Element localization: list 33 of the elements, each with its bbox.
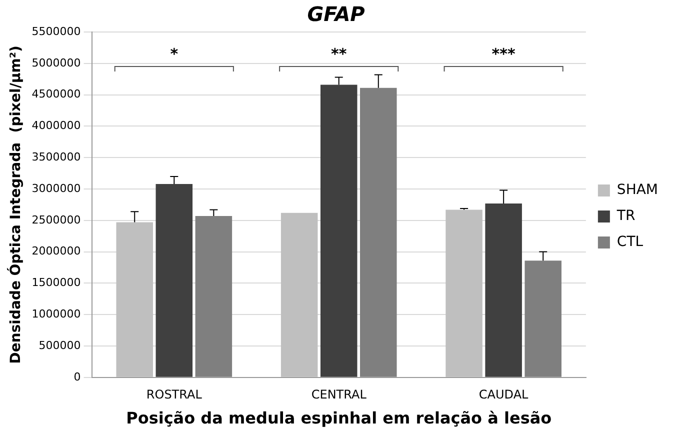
x-tick-label: ROSTRAL xyxy=(146,388,202,402)
annotation: ** xyxy=(331,44,347,63)
bar xyxy=(320,84,358,377)
bar xyxy=(524,260,562,377)
x-axis-title: Posição da medula espinhal em relação à lesão xyxy=(126,408,552,428)
y-tick-label: 0 xyxy=(74,370,81,384)
annotation: * xyxy=(170,44,178,63)
y-tick-label: 5000000 xyxy=(32,56,81,70)
y-tick-label: 5500000 xyxy=(32,24,81,38)
x-tick-label: CENTRAL xyxy=(311,388,367,402)
legend-label: SHAM xyxy=(616,182,658,198)
y-tick-label: 500000 xyxy=(38,338,81,352)
bar xyxy=(195,216,232,377)
y-tick-label: 2500000 xyxy=(32,213,81,226)
y-tick-label: 3500000 xyxy=(32,150,81,164)
annotation: *** xyxy=(492,44,516,63)
y-tick-label: 4500000 xyxy=(32,88,81,101)
bar xyxy=(116,222,153,377)
y-tick-label: 1000000 xyxy=(32,307,81,320)
chart-title: GFAP xyxy=(307,2,366,26)
y-tick-label: 2000000 xyxy=(32,244,81,258)
bar xyxy=(280,212,318,377)
y-tick-label: 3000000 xyxy=(32,182,81,195)
legend-label: TR xyxy=(616,208,636,224)
bar xyxy=(156,184,193,377)
bar xyxy=(485,203,522,377)
bar xyxy=(360,88,397,377)
legend-label: CTL xyxy=(616,234,644,250)
y-tick-label: 4000000 xyxy=(32,119,81,132)
y-axis-title: Densidade Óptica Integrada (pixel/µm²) xyxy=(7,46,24,364)
y-tick-label: 1500000 xyxy=(32,276,81,290)
x-tick-label: CAUDAL xyxy=(478,388,529,402)
bar xyxy=(446,210,482,377)
